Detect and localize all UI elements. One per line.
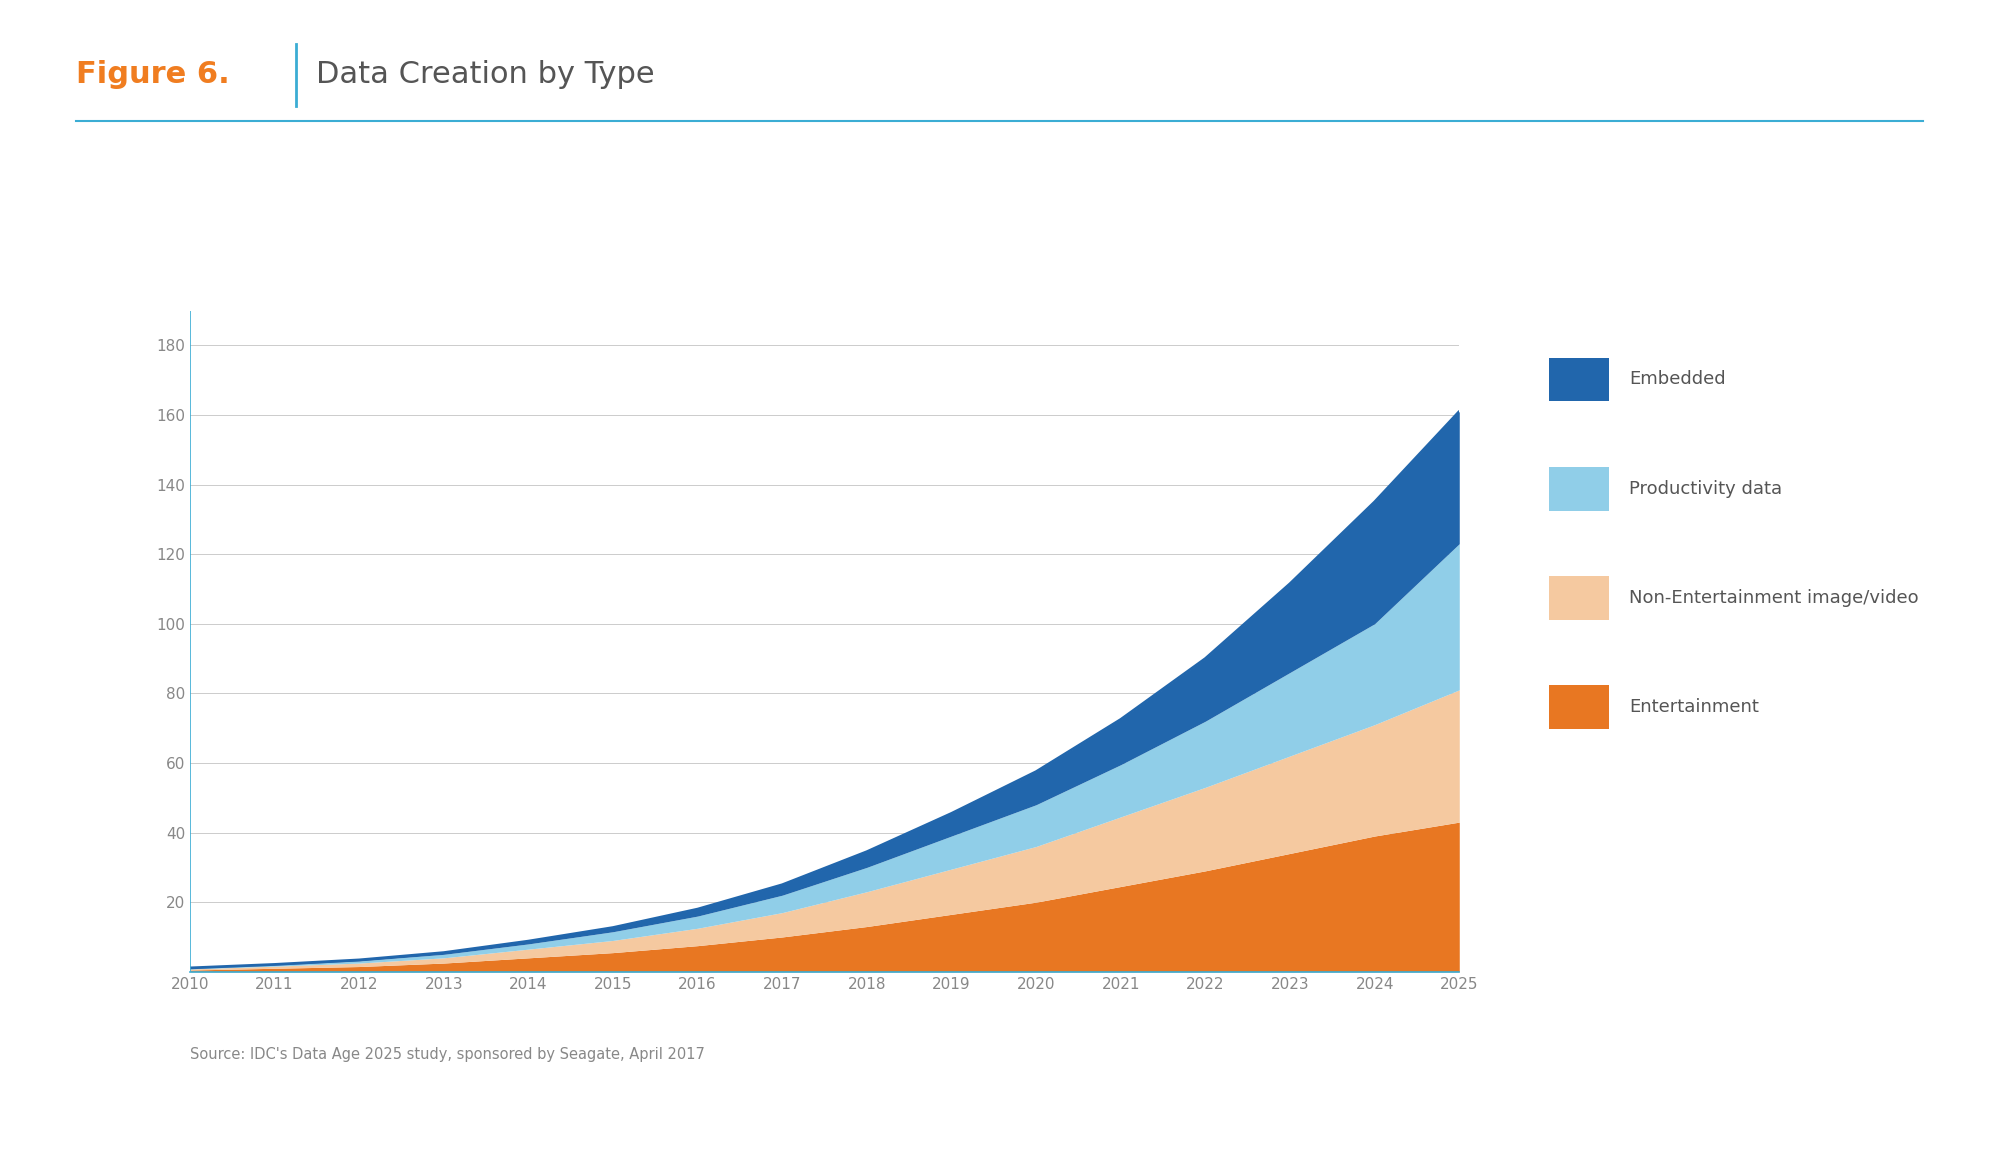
Text: Source: IDC's Data Age 2025 study, sponsored by Seagate, April 2017: Source: IDC's Data Age 2025 study, spons…: [190, 1046, 705, 1061]
Text: Productivity data: Productivity data: [1628, 480, 1782, 498]
Text: Data Creation by Type: Data Creation by Type: [316, 60, 653, 90]
Text: Embedded: Embedded: [1628, 370, 1724, 389]
Text: Figure 6.: Figure 6.: [76, 60, 230, 90]
Text: Non-Entertainment image/video: Non-Entertainment image/video: [1628, 589, 1918, 607]
Text: Entertainment: Entertainment: [1628, 698, 1758, 716]
